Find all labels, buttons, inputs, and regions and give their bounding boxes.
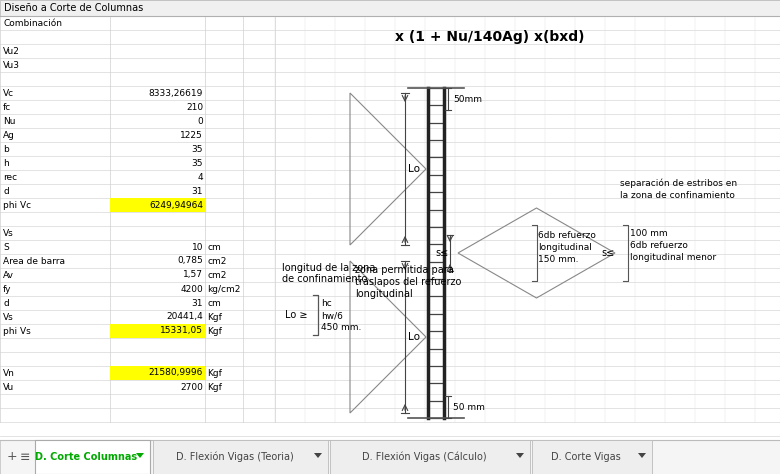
Text: 100 mm: 100 mm [630,228,668,237]
Text: 0: 0 [197,117,203,126]
Text: x (1 + Nu/140Ag) x(bxd): x (1 + Nu/140Ag) x(bxd) [395,30,585,44]
Text: Lo ≥: Lo ≥ [285,310,307,320]
Text: cm2: cm2 [207,271,226,280]
Text: Vc: Vc [3,89,14,98]
Bar [110,198,205,212]
Text: D. Corte Vigas: D. Corte Vigas [551,452,621,462]
Text: 21580,9996: 21580,9996 [149,368,203,377]
Text: Area de barra: Area de barra [3,256,65,265]
Text: longitudinal: longitudinal [538,243,592,252]
Text: b: b [3,145,9,154]
Text: 2700: 2700 [180,383,203,392]
Text: 6db refuerzo: 6db refuerzo [538,230,597,239]
Text: 31: 31 [192,186,203,195]
Text: Ag: Ag [3,130,15,139]
Text: Lo: Lo [408,332,420,342]
Text: S: S [3,243,9,252]
Text: D. Flexión Vigas (Teoria): D. Flexión Vigas (Teoria) [176,452,293,462]
Polygon shape [638,453,646,458]
Text: longitudinal menor: longitudinal menor [630,253,716,262]
Text: Lo: Lo [408,164,420,174]
Text: D. Corte Columnas: D. Corte Columnas [35,452,137,462]
Text: longitudinal: longitudinal [355,289,413,299]
Polygon shape [516,453,524,458]
Text: 4: 4 [197,173,203,182]
Text: separación de estribos en: separación de estribos en [620,178,737,188]
Bar [110,324,205,338]
Text: Vs: Vs [3,312,14,321]
Text: 0,785: 0,785 [177,256,203,265]
Bar [330,440,530,474]
Bar [532,440,652,474]
Text: Diseño a Corte de Columnas: Diseño a Corte de Columnas [4,3,144,13]
Text: d: d [3,299,9,308]
Text: Kgf: Kgf [207,383,222,392]
Text: 35: 35 [192,145,203,154]
Text: phi Vs: phi Vs [3,327,30,336]
Text: d: d [3,186,9,195]
Text: 8333,26619: 8333,26619 [149,89,203,98]
Text: 210: 210 [186,102,203,111]
Text: 10: 10 [192,243,203,252]
Text: rec: rec [3,173,17,182]
Text: cm: cm [207,299,221,308]
Text: Vu3: Vu3 [3,61,20,70]
Text: 450 mm.: 450 mm. [321,323,361,332]
Text: Nu: Nu [3,117,16,126]
Text: Kgf: Kgf [207,327,222,336]
Text: 15331,05: 15331,05 [160,327,203,336]
Text: 6249,94964: 6249,94964 [149,201,203,210]
Bar [0,440,780,474]
Text: fy: fy [3,284,12,293]
Text: +: + [7,450,18,464]
Text: Av: Av [3,271,14,280]
Text: cm2: cm2 [207,256,226,265]
Text: Vs: Vs [3,228,14,237]
Text: 150 mm.: 150 mm. [538,255,579,264]
Bar [110,366,205,380]
Text: 35: 35 [192,158,203,167]
Polygon shape [136,453,144,458]
Text: s≤: s≤ [435,248,448,258]
Text: la zona de confinamiento: la zona de confinamiento [620,191,735,200]
Text: 31: 31 [192,299,203,308]
Text: s≤: s≤ [601,248,615,258]
Text: h: h [3,158,9,167]
Text: cm: cm [207,243,221,252]
Bar [35,440,150,474]
Text: phi Vc: phi Vc [3,201,31,210]
Bar [0,0,780,426]
Text: 6db refuerzo: 6db refuerzo [630,240,688,249]
Bar [0,0,780,16]
Text: longitud de la zona: longitud de la zona [282,263,375,273]
Text: 1,57: 1,57 [183,271,203,280]
Text: hw/6: hw/6 [321,311,343,320]
Text: traslapos del refuerzo: traslapos del refuerzo [355,277,462,287]
Text: fc: fc [3,102,11,111]
Text: D. Flexión Vigas (Cálculo): D. Flexión Vigas (Cálculo) [362,452,486,462]
Text: 20441,4: 20441,4 [166,312,203,321]
Text: Vn: Vn [3,368,15,377]
Text: Combinación: Combinación [3,18,62,27]
Text: de confinamiento: de confinamiento [282,274,367,284]
Text: zona permitida para: zona permitida para [355,265,454,275]
Text: hc: hc [321,300,331,309]
Bar [153,440,328,474]
Text: Vu2: Vu2 [3,46,20,55]
Text: 50mm: 50mm [453,94,482,103]
Text: kg/cm2: kg/cm2 [207,284,240,293]
Polygon shape [314,453,322,458]
Text: 4200: 4200 [180,284,203,293]
Text: ≡: ≡ [20,450,30,464]
Text: 1225: 1225 [180,130,203,139]
Text: Kgf: Kgf [207,312,222,321]
Text: 50 mm: 50 mm [453,402,485,411]
Text: Vu: Vu [3,383,14,392]
Text: Kgf: Kgf [207,368,222,377]
